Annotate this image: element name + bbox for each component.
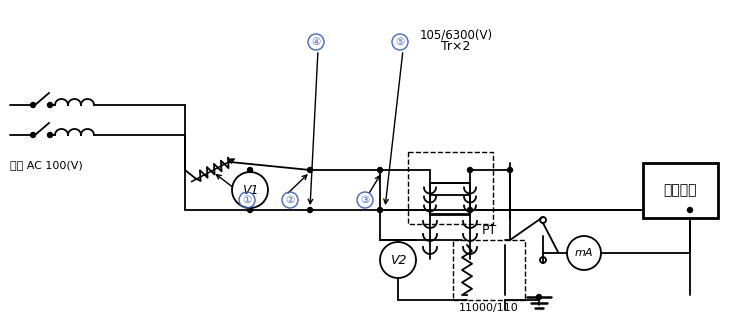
- Circle shape: [467, 168, 473, 173]
- Circle shape: [248, 208, 253, 213]
- Text: ②: ②: [285, 195, 295, 205]
- Circle shape: [48, 102, 52, 107]
- Circle shape: [567, 236, 601, 270]
- Circle shape: [232, 172, 268, 208]
- Circle shape: [30, 102, 35, 107]
- Circle shape: [307, 208, 312, 213]
- Circle shape: [537, 295, 542, 300]
- Text: 11000/110: 11000/110: [459, 303, 519, 313]
- Bar: [408, 152, 493, 224]
- Circle shape: [307, 168, 312, 173]
- Circle shape: [687, 208, 692, 213]
- Text: PT: PT: [481, 224, 497, 237]
- Circle shape: [248, 168, 253, 173]
- Bar: [453, 240, 525, 300]
- Text: 전원 AC 100(V): 전원 AC 100(V): [10, 160, 83, 170]
- Text: V2: V2: [390, 254, 406, 266]
- Text: 피시험기: 피시험기: [664, 184, 698, 198]
- Text: ③: ③: [360, 195, 370, 205]
- Text: V1: V1: [242, 184, 258, 197]
- Text: mA: mA: [575, 248, 593, 258]
- Circle shape: [30, 133, 35, 138]
- Circle shape: [507, 168, 512, 173]
- Text: ①: ①: [243, 195, 251, 205]
- Text: ⑤: ⑤: [395, 37, 405, 47]
- Circle shape: [467, 208, 473, 213]
- Text: 105/6300(V): 105/6300(V): [420, 28, 492, 41]
- Circle shape: [48, 133, 52, 138]
- Circle shape: [380, 242, 416, 278]
- Text: ④: ④: [312, 37, 320, 47]
- Text: Tr×2: Tr×2: [441, 40, 470, 53]
- Circle shape: [378, 168, 382, 173]
- Circle shape: [378, 208, 382, 213]
- Bar: [643, 163, 718, 218]
